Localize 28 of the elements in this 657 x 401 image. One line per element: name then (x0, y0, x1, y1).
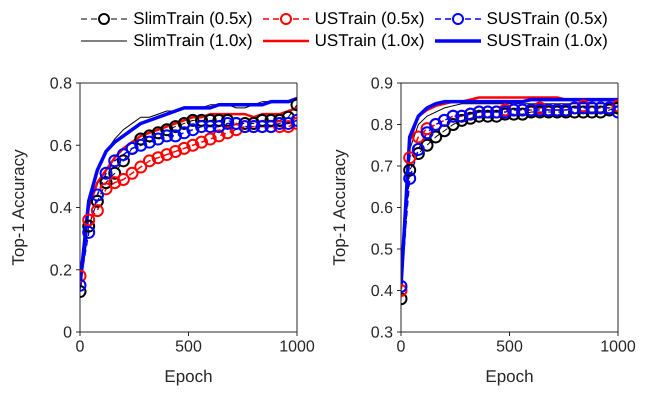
y-tick-label: 0.6 (370, 200, 393, 218)
y-axis-title: Top-1 Accuracy (330, 148, 349, 266)
legend-label: USTrain (0.5x) (314, 9, 424, 29)
x-tick-label: 0 (396, 338, 406, 356)
x-tick-label: 0 (76, 338, 85, 356)
y-tick-label: 0.2 (50, 262, 72, 280)
legend-label: SUSTrain (1.0x) (486, 31, 608, 51)
y-tick-label: 0.9 (370, 76, 393, 93)
legend-label: SlimTrain (1.0x) (133, 31, 253, 51)
y-axis-title: Top-1 Accuracy (9, 148, 28, 266)
y-tick-label: 0.7 (370, 158, 393, 176)
x-tick-label: 500 (496, 338, 523, 356)
y-tick-label: 0.4 (370, 283, 393, 300)
y-tick-label: 0.6 (50, 138, 72, 155)
x-tick-label: 1000 (600, 338, 636, 356)
x-axis-title: Epoch (164, 367, 213, 386)
y-tick-label: 0.8 (50, 76, 72, 93)
y-tick-label: 0 (63, 324, 72, 342)
y-tick-label: 0.3 (370, 324, 393, 342)
x-tick-label: 1000 (279, 338, 316, 356)
y-tick-label: 0.5 (370, 242, 393, 259)
legend-label: SUSTrain (0.5x) (486, 9, 608, 29)
x-axis-title: Epoch (485, 367, 534, 386)
y-tick-label: 0.4 (50, 200, 72, 218)
legend-label: SlimTrain (0.5x) (133, 9, 253, 29)
x-tick-label: 500 (175, 338, 202, 356)
legend-label: USTrain (1.0x) (314, 31, 424, 51)
y-tick-label: 0.8 (370, 117, 393, 134)
